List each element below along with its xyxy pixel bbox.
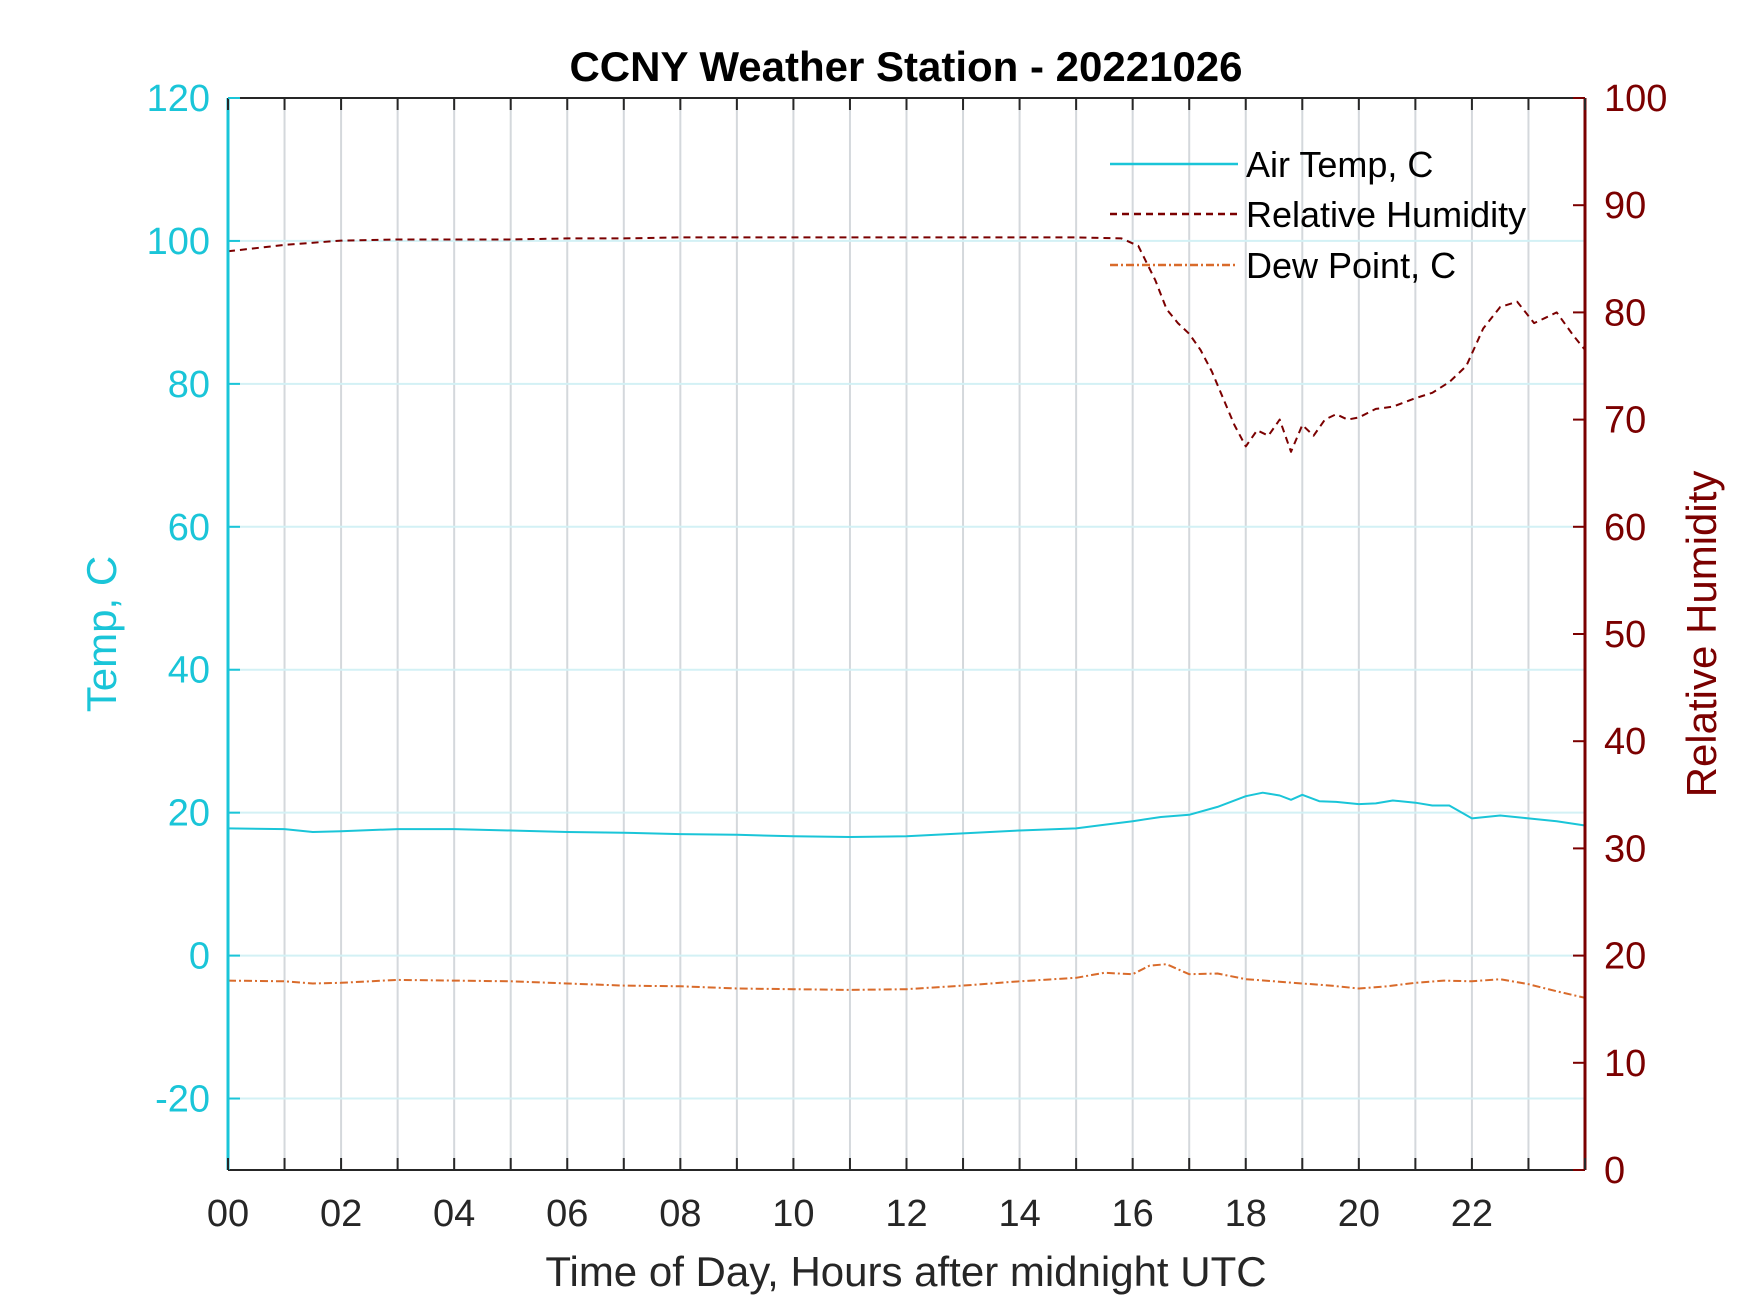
y-tick-label-right: 30: [1604, 828, 1646, 870]
y-axis-label-left: Temp, C: [78, 556, 125, 712]
axes-layer: 00 02 04 06 08 10 12 14 16 18 20 22-200204060801001…: [147, 78, 1668, 1235]
relative-humidity-line: [227, 236, 1586, 453]
dew-point-c-line: [227, 963, 1586, 999]
y-tick-label-right: 50: [1604, 614, 1646, 656]
x-tick-label: 08: [659, 1193, 701, 1235]
series-layer: [227, 236, 1586, 999]
x-tick-label: 00: [207, 1193, 249, 1235]
y-tick-label-left: -20: [155, 1079, 210, 1121]
y-tick-label-left: 120: [147, 78, 210, 120]
legend-label: Relative Humidity: [1246, 194, 1526, 235]
y-tick-label-right: 80: [1604, 292, 1646, 334]
y-tick-label-left: 60: [168, 507, 210, 549]
y-tick-label-right: 100: [1604, 78, 1667, 120]
y-tick-label-right: 10: [1604, 1043, 1646, 1085]
x-tick-label: 20: [1338, 1193, 1380, 1235]
y-tick-label-left: 100: [147, 221, 210, 263]
y-tick-label-left: 40: [168, 650, 210, 692]
x-tick-label: 22: [1451, 1193, 1493, 1235]
y-tick-label-right: 0: [1604, 1150, 1625, 1192]
chart-title: CCNY Weather Station - 20221026: [569, 43, 1242, 90]
legend-label: Dew Point, C: [1246, 245, 1456, 286]
y-tick-label-right: 60: [1604, 507, 1646, 549]
y-tick-label-right: 90: [1604, 185, 1646, 227]
air-temp-c-line: [227, 791, 1586, 838]
x-tick-label: 16: [1112, 1193, 1154, 1235]
legend-label: Air Temp, C: [1246, 144, 1433, 185]
legend: Air Temp, C Relative Humidity Dew Point, C: [1110, 144, 1526, 286]
x-tick-label: 14: [998, 1193, 1040, 1235]
x-tick-label: 06: [546, 1193, 588, 1235]
x-tick-label: 18: [1225, 1193, 1267, 1235]
x-tick-label: 02: [320, 1193, 362, 1235]
y-tick-label-left: 20: [168, 793, 210, 835]
y-tick-label-left: 0: [189, 936, 210, 978]
x-tick-label: 04: [433, 1193, 475, 1235]
x-tick-label: 12: [885, 1193, 927, 1235]
x-tick-label: 10: [772, 1193, 814, 1235]
y-tick-label-right: 40: [1604, 721, 1646, 763]
y-tick-label-left: 80: [168, 364, 210, 406]
y-axis-label-right: Relative Humidity: [1678, 471, 1725, 798]
x-axis-label: Time of Day, Hours after midnight UTC: [545, 1248, 1266, 1295]
grid-layer: [228, 98, 1585, 1170]
y-tick-label-right: 70: [1604, 400, 1646, 442]
y-tick-label-right: 20: [1604, 936, 1646, 978]
